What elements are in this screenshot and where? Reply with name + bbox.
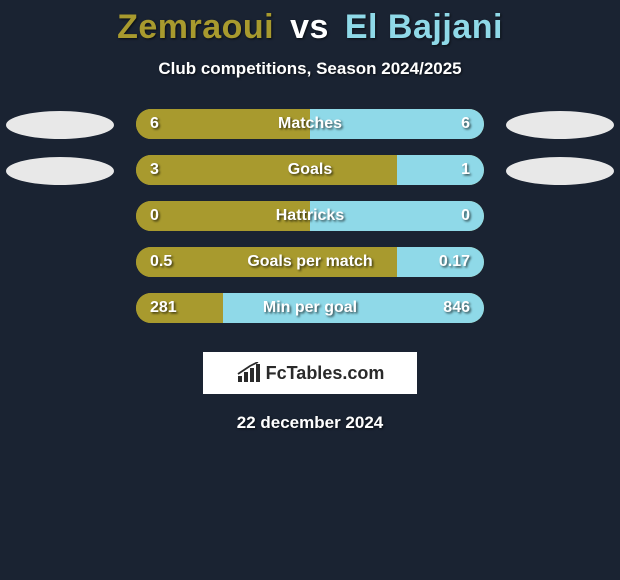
player2-bar-fill xyxy=(310,109,484,139)
player1-value: 0.5 xyxy=(150,247,172,277)
player1-value: 3 xyxy=(150,155,159,185)
stat-row: 0 Hattricks 0 xyxy=(0,199,620,245)
stat-row: 281 Min per goal 846 xyxy=(0,291,620,337)
player1-value: 0 xyxy=(150,201,159,231)
subtitle: Club competitions, Season 2024/2025 xyxy=(0,59,620,79)
player2-value: 0.17 xyxy=(439,247,470,277)
player2-ellipse-icon xyxy=(506,157,614,185)
fctables-logo: FcTables.com xyxy=(202,351,418,395)
player2-value: 846 xyxy=(443,293,470,323)
player2-bar-fill xyxy=(397,155,484,185)
player1-bar-fill xyxy=(136,247,397,277)
player2-bar-fill xyxy=(310,201,484,231)
vs-label: vs xyxy=(290,8,329,46)
player2-value: 1 xyxy=(461,155,470,185)
stat-bar-track xyxy=(136,293,484,323)
player1-ellipse-icon xyxy=(6,111,114,139)
player1-name: Zemraoui xyxy=(117,8,274,46)
logo-text: FcTables.com xyxy=(266,363,385,384)
comparison-infographic: Zemraoui vs El Bajjani Club competitions… xyxy=(0,0,620,433)
stat-row: 3 Goals 1 xyxy=(0,153,620,199)
bar-chart-icon xyxy=(236,362,262,384)
stat-bar-track xyxy=(136,201,484,231)
player1-bar-fill xyxy=(136,109,310,139)
stat-bar-track xyxy=(136,247,484,277)
player1-bar-fill xyxy=(136,201,310,231)
logo-inner: FcTables.com xyxy=(236,362,385,384)
stat-row: 6 Matches 6 xyxy=(0,107,620,153)
player2-value: 0 xyxy=(461,201,470,231)
stat-row: 0.5 Goals per match 0.17 xyxy=(0,245,620,291)
date-label: 22 december 2024 xyxy=(0,413,620,433)
player1-bar-fill xyxy=(136,155,397,185)
player2-name: El Bajjani xyxy=(345,8,503,46)
stat-bar-track xyxy=(136,109,484,139)
page-title: Zemraoui vs El Bajjani xyxy=(0,8,620,47)
stat-bar-track xyxy=(136,155,484,185)
player1-ellipse-icon xyxy=(6,157,114,185)
player2-ellipse-icon xyxy=(506,111,614,139)
player1-value: 6 xyxy=(150,109,159,139)
stat-rows: 6 Matches 6 3 Goals 1 0 Hattricks 0 xyxy=(0,107,620,337)
player2-value: 6 xyxy=(461,109,470,139)
player1-value: 281 xyxy=(150,293,177,323)
